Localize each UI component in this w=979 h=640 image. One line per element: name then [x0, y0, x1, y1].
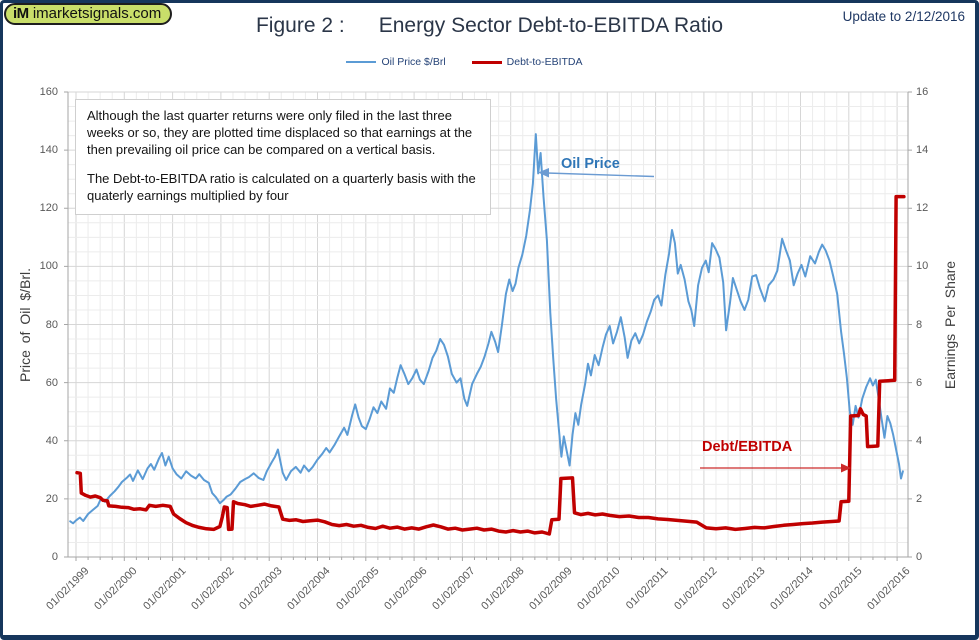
right-axis-tick-label: 4	[916, 434, 923, 447]
left-axis-tick-label: 40	[45, 434, 58, 447]
left-axis-tick-label: 160	[39, 86, 58, 98]
left-axis-tick-label: 0	[51, 551, 58, 563]
debt-ebitda-arrow-icon	[700, 463, 851, 473]
legend-label-oil: Oil Price $/Brl	[381, 56, 446, 68]
annotation-paragraph-2: The Debt-to-EBITDA ratio is calculated o…	[87, 170, 476, 203]
right-axis-tick-label: 10	[916, 260, 929, 273]
left-axis-tick-label: 120	[39, 202, 58, 215]
right-axis-tick-label: 12	[916, 202, 929, 215]
annotation-paragraph-1: Although the last quarter returns were o…	[87, 108, 473, 157]
annotation-text-box: Although the last quarter returns were o…	[75, 99, 491, 216]
legend-item-oil-price: Oil Price $/Brl	[346, 56, 446, 68]
chart-title: Figure 2 : Energy Sector Debt-to-EBITDA R…	[0, 14, 979, 38]
left-axis-tick-label: 80	[45, 318, 58, 331]
imarketsignals-logo[interactable]: iM imarketsignals.com	[4, 3, 173, 25]
legend-line-oil-icon	[346, 61, 377, 63]
debt-to-ebitda-line	[75, 194, 906, 536]
debt-ebitda-callout-label: Debt/EBITDA	[702, 439, 793, 455]
chart-legend: Oil Price $/Brl Debt-to-EBITDA	[0, 56, 954, 68]
logo-im-mark: iM	[13, 5, 29, 22]
figure-title-text: Energy Sector Debt-to-EBITDA Ratio	[378, 14, 724, 37]
right-axis-tick-label: 6	[916, 376, 923, 389]
legend-line-debt-icon	[471, 60, 502, 64]
oil-price-arrow-icon	[538, 168, 655, 178]
right-axis-tick-label: 16	[916, 86, 929, 98]
right-axis-tick-label: 8	[916, 318, 923, 331]
oil-price-line	[69, 133, 904, 525]
left-axis-tick-label: 20	[45, 492, 58, 505]
figure-number: Figure 2 :	[255, 14, 345, 37]
left-axis-tick-label: 140	[39, 144, 58, 157]
left-axis-tick-label: 60	[45, 376, 58, 389]
left-axis-tick-label: 100	[39, 260, 58, 273]
logo-domain: imarketsignals.com	[32, 5, 162, 22]
right-axis-tick-label: 2	[916, 492, 923, 505]
right-axis-tick-label: 14	[916, 144, 929, 157]
legend-label-debt: Debt-to-EBITDA	[506, 56, 583, 68]
update-note: Update to 2/12/2016	[842, 9, 965, 24]
legend-item-debt-ebitda: Debt-to-EBITDA	[471, 56, 583, 68]
oil-price-callout-label: Oil Price	[561, 156, 620, 172]
right-axis-tick-label: 0	[916, 551, 923, 563]
